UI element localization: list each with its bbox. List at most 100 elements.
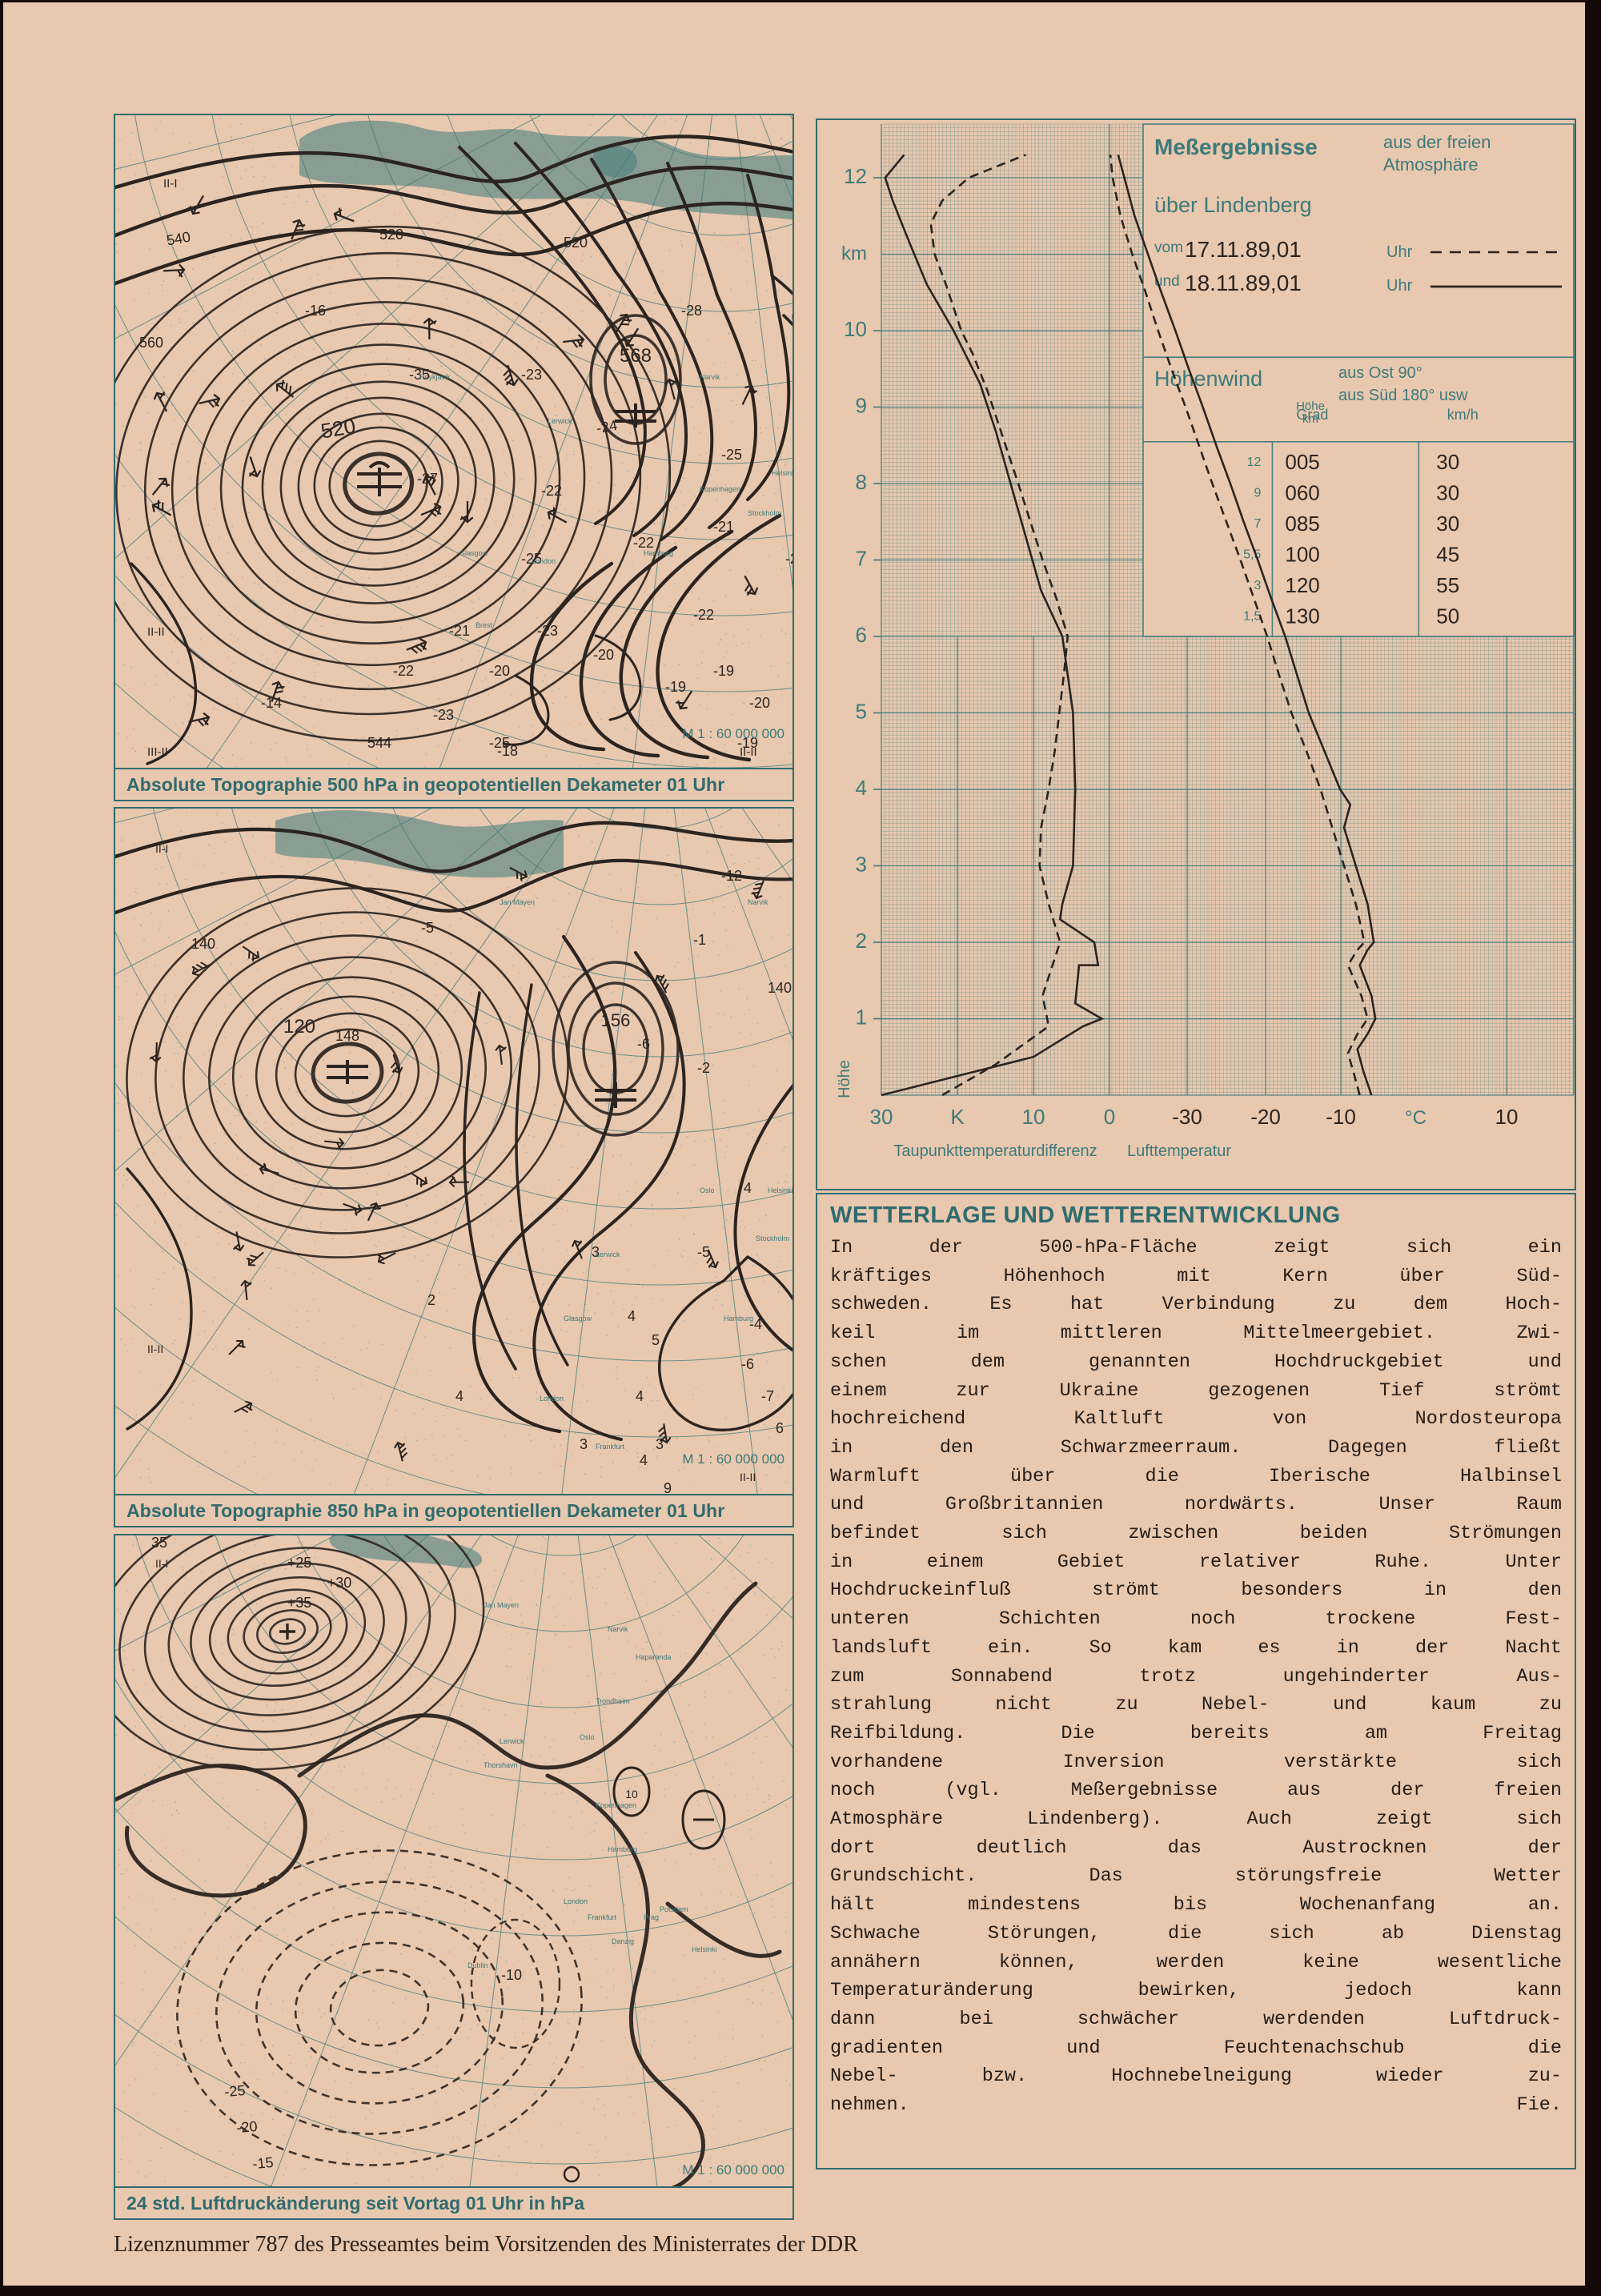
svg-text:Oslo: Oslo: [700, 1186, 715, 1194]
svg-text:Jan Mayen: Jan Mayen: [484, 1601, 519, 1609]
svg-text:120: 120: [283, 1016, 315, 1038]
svg-text:+30: +30: [327, 1575, 352, 1591]
svg-text:Kopenhagen: Kopenhagen: [700, 485, 740, 493]
svg-text:London: London: [532, 557, 556, 565]
svg-text:K: K: [950, 1105, 965, 1129]
svg-text:Glasgow: Glasgow: [564, 1315, 592, 1323]
svg-text:II-II: II-II: [147, 625, 165, 639]
svg-text:-26: -26: [785, 551, 794, 567]
svg-text:10: 10: [625, 1788, 638, 1800]
svg-text:50: 50: [1436, 604, 1459, 628]
svg-text:Lufttemperatur: Lufttemperatur: [1127, 1142, 1231, 1160]
svg-text:148: 148: [335, 1028, 359, 1044]
svg-text:+35: +35: [287, 1595, 312, 1611]
svg-text:über Lindenberg: über Lindenberg: [1154, 193, 1312, 217]
svg-text:Uhr: Uhr: [1386, 277, 1413, 295]
svg-text:Potsdam: Potsdam: [660, 1905, 688, 1913]
svg-text:Dublin: Dublin: [467, 1961, 488, 1969]
svg-text:10: 10: [1022, 1105, 1045, 1129]
svg-text:4: 4: [856, 776, 867, 800]
svg-text:Helsinki: Helsinki: [692, 1945, 717, 1953]
svg-text:Helsinki: Helsinki: [768, 1186, 793, 1194]
svg-text:III-II: III-II: [147, 745, 168, 759]
svg-text:-30: -30: [1172, 1105, 1202, 1129]
svg-text:-20: -20: [593, 647, 614, 663]
svg-text:London: London: [540, 1395, 564, 1403]
svg-text:vom: vom: [1154, 239, 1183, 256]
svg-text:Meßergebnisse: Meßergebnisse: [1154, 134, 1318, 159]
svg-text:Danzig: Danzig: [612, 1937, 634, 1945]
svg-text:-19: -19: [665, 679, 686, 695]
svg-text:aus Süd 180° usw: aus Süd 180° usw: [1338, 387, 1468, 404]
svg-text:544: 544: [367, 735, 391, 751]
svg-text:-25: -25: [721, 447, 742, 463]
svg-text:aus der freien: aus der freien: [1383, 132, 1491, 152]
svg-text:7: 7: [1254, 517, 1261, 531]
svg-text:-25: -25: [224, 2082, 247, 2100]
svg-text:°C: °C: [1405, 1107, 1426, 1129]
svg-text:085: 085: [1285, 512, 1319, 536]
svg-text:Frankfurt: Frankfurt: [588, 1913, 617, 1921]
svg-text:-6: -6: [741, 1356, 754, 1372]
svg-text:560: 560: [139, 335, 163, 351]
svg-text:Uhr: Uhr: [1386, 243, 1413, 261]
svg-text:55: 55: [1436, 573, 1459, 597]
svg-text:-2: -2: [697, 1060, 710, 1076]
svg-text:Stockholm: Stockholm: [756, 1234, 789, 1242]
svg-text:km/h: km/h: [1447, 407, 1479, 423]
svg-text:Hamburg: Hamburg: [724, 1315, 753, 1323]
svg-text:520: 520: [564, 235, 588, 251]
svg-text:II-I: II-I: [163, 177, 178, 191]
svg-text:140: 140: [191, 936, 215, 952]
svg-text:Atmosphäre: Atmosphäre: [1383, 155, 1479, 175]
svg-text:-22: -22: [693, 607, 714, 623]
svg-text:Taupunkttemperaturdifferenz: Taupunkttemperaturdifferenz: [893, 1142, 1097, 1160]
svg-text:Höhenwind: Höhenwind: [1154, 367, 1262, 391]
svg-text:Thorshavn: Thorshavn: [484, 1761, 518, 1769]
svg-text:005: 005: [1285, 450, 1319, 474]
svg-text:10: 10: [844, 317, 867, 341]
svg-text:5: 5: [652, 1332, 660, 1348]
svg-text:35: 35: [151, 1535, 167, 1551]
svg-text:4: 4: [744, 1180, 752, 1196]
svg-text:II-II: II-II: [740, 745, 757, 759]
svg-text:5: 5: [856, 700, 867, 724]
svg-text:120: 120: [1285, 573, 1319, 597]
svg-text:18.11.89,01: 18.11.89,01: [1185, 271, 1302, 295]
svg-text:-28: -28: [681, 303, 702, 319]
svg-text:4: 4: [455, 1388, 463, 1404]
svg-text:II-I: II-I: [155, 842, 168, 855]
svg-text:aus Ost 90°: aus Ost 90°: [1338, 364, 1422, 382]
svg-text:-23: -23: [521, 367, 542, 383]
svg-text:-1: -1: [693, 932, 706, 948]
svg-text:3: 3: [1254, 579, 1261, 592]
svg-text:Haparanda: Haparanda: [636, 1653, 672, 1661]
svg-text:km: km: [841, 243, 867, 265]
svg-text:17.11.89,01: 17.11.89,01: [1185, 237, 1302, 262]
svg-text:130: 130: [1285, 604, 1319, 628]
svg-text:060: 060: [1285, 481, 1319, 505]
svg-text:II-I: II-I: [155, 1557, 168, 1570]
svg-text:Helsinki: Helsinki: [772, 469, 794, 477]
svg-text:7: 7: [856, 547, 867, 571]
svg-text:2: 2: [427, 1292, 435, 1308]
svg-text:Narvik: Narvik: [748, 898, 768, 906]
svg-text:-22: -22: [633, 535, 654, 551]
svg-text:30: 30: [870, 1105, 893, 1129]
svg-text:12: 12: [1247, 456, 1262, 469]
svg-text:M 1 : 60 000 000: M 1 : 60 000 000: [682, 1451, 784, 1467]
svg-text:-7: -7: [761, 1388, 774, 1404]
svg-text:-15: -15: [252, 2154, 275, 2172]
svg-text:540: 540: [791, 310, 794, 328]
svg-text:-22: -22: [393, 663, 414, 679]
svg-text:-14: -14: [261, 695, 282, 711]
svg-text:4: 4: [640, 1452, 648, 1468]
svg-text:Brest: Brest: [475, 621, 493, 629]
svg-text:Lerwick: Lerwick: [500, 1737, 524, 1745]
svg-text:-12: -12: [721, 868, 742, 884]
svg-text:-5: -5: [421, 920, 434, 936]
svg-text:Hamburg: Hamburg: [608, 1845, 637, 1853]
svg-text:4: 4: [628, 1308, 636, 1324]
svg-text:Grad: Grad: [1296, 407, 1328, 423]
svg-text:Hamburg: Hamburg: [644, 549, 673, 557]
